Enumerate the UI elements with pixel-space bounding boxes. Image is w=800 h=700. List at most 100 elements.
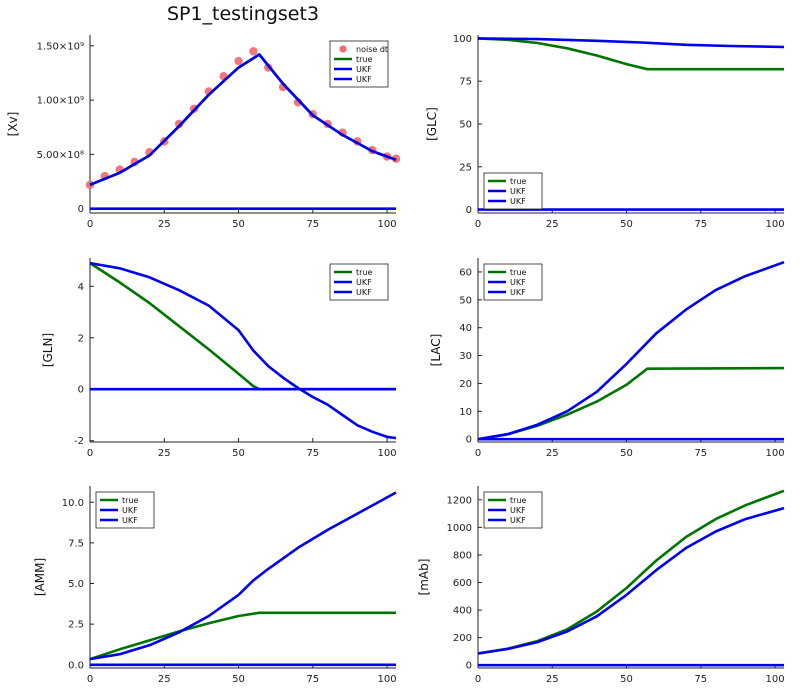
series-line — [89, 611, 396, 661]
legend-label: true — [122, 496, 138, 505]
series-line — [89, 53, 397, 187]
legend-label: UKF — [122, 506, 138, 515]
series-line — [89, 491, 397, 661]
x-tick-label: 0 — [87, 448, 93, 459]
x-tick-label: 100 — [766, 219, 785, 230]
x-tick-label: 75 — [694, 219, 707, 230]
x-tick-label: 75 — [306, 219, 319, 230]
legend-label: true — [510, 177, 526, 186]
legend-label: true — [510, 268, 526, 277]
x-tick-label: 50 — [620, 219, 633, 230]
x-tick-label: 75 — [694, 448, 707, 459]
y-axis-label: [mAb] — [417, 559, 431, 596]
y-tick-label: 10.0 — [62, 498, 84, 509]
x-tick-label: 100 — [766, 674, 785, 685]
x-tick-label: 25 — [546, 448, 559, 459]
x-tick-label: 50 — [620, 674, 633, 685]
y-tick-label: 0 — [466, 661, 472, 672]
x-tick-label: 75 — [694, 674, 707, 685]
x-tick-label: 50 — [232, 674, 245, 685]
x-tick-label: 25 — [546, 674, 559, 685]
x-tick-label: 50 — [620, 448, 633, 459]
series-line — [477, 37, 785, 49]
legend-label: noise dt — [356, 45, 388, 54]
legend-label: true — [510, 496, 526, 505]
legend-label: UKF — [510, 506, 526, 515]
y-tick-label: 0 — [78, 385, 84, 396]
y-tick-label: 50 — [459, 295, 472, 306]
legend-label: UKF — [510, 187, 526, 196]
y-tick-label: 800 — [453, 550, 472, 561]
series-1 — [477, 37, 784, 71]
series-2 — [89, 261, 397, 440]
x-tick-label: 100 — [378, 219, 397, 230]
y-axis-label: [GLN] — [41, 333, 55, 367]
y-tick-label: 100 — [453, 34, 472, 45]
x-tick-label: 50 — [232, 448, 245, 459]
y-tick-label: 4 — [78, 282, 84, 293]
y-tick-label: 2 — [78, 333, 84, 344]
y-tick-label: 25 — [459, 162, 472, 173]
y-tick-label: 0 — [466, 435, 472, 446]
y-tick-label: 200 — [453, 633, 472, 644]
series-1 — [89, 611, 396, 661]
y-tick-label: 7.5 — [68, 538, 84, 549]
x-tick-label: 0 — [87, 674, 93, 685]
x-tick-label: 25 — [158, 448, 171, 459]
legend-label: UKF — [356, 278, 372, 287]
y-tick-label: 0.0 — [68, 660, 84, 671]
y-tick-label: 1000 — [447, 523, 472, 534]
x-tick-label: 0 — [475, 448, 481, 459]
x-tick-label: 0 — [475, 674, 481, 685]
x-tick-label: 75 — [306, 448, 319, 459]
legend-label: UKF — [356, 65, 372, 74]
y-tick-label: 0 — [466, 205, 472, 216]
series-2 — [477, 506, 785, 655]
series-2 — [89, 491, 397, 661]
x-tick-label: 100 — [378, 674, 397, 685]
y-tick-label: 50 — [459, 120, 472, 131]
x-tick-label: 0 — [87, 219, 93, 230]
y-tick-label: 20 — [459, 379, 472, 390]
legend-label: UKF — [510, 288, 526, 297]
legend-label: UKF — [510, 516, 526, 525]
y-tick-label: 1.50×10⁹ — [37, 41, 84, 52]
data-point — [234, 56, 243, 66]
series-line — [477, 506, 785, 655]
y-tick-label: 600 — [453, 578, 472, 589]
x-tick-label: 100 — [378, 448, 397, 459]
y-tick-label: 400 — [453, 606, 472, 617]
x-tick-label: 25 — [158, 674, 171, 685]
y-tick-label: -2 — [74, 436, 84, 447]
y-tick-label: 5.00×10⁸ — [37, 150, 84, 161]
y-axis-label: [GLC] — [425, 107, 439, 141]
data-point — [174, 119, 184, 129]
legend-label: UKF — [356, 288, 372, 297]
x-tick-label: 50 — [232, 219, 245, 230]
y-tick-label: 1.00×10⁹ — [37, 96, 84, 107]
y-tick-label: 0 — [78, 204, 84, 215]
x-tick-label: 25 — [546, 219, 559, 230]
legend-label: UKF — [356, 75, 372, 84]
legend-label: UKF — [510, 197, 526, 206]
y-tick-label: 1200 — [447, 495, 472, 506]
y-axis-label: [LAC] — [429, 334, 443, 367]
legend-label: true — [356, 55, 372, 64]
y-tick-label: 10 — [459, 407, 472, 418]
series-line — [477, 37, 784, 71]
x-tick-label: 0 — [475, 219, 481, 230]
series-line — [89, 261, 397, 440]
y-tick-label: 5.0 — [68, 579, 84, 590]
x-tick-label: 75 — [306, 674, 319, 685]
y-tick-label: 75 — [459, 77, 472, 88]
y-axis-label: [Xv] — [6, 112, 20, 137]
subplot-6: 0 25 50 75 100020040060080010001200[mAb]true… — [417, 486, 785, 685]
figure-title: SP1_testingset3 — [167, 3, 319, 25]
subplot-1: 0 25 50 75 100 0 5.00×10⁸ 1.00×10⁹ 1.50×10⁹ [Xv] n… — [6, 35, 401, 230]
